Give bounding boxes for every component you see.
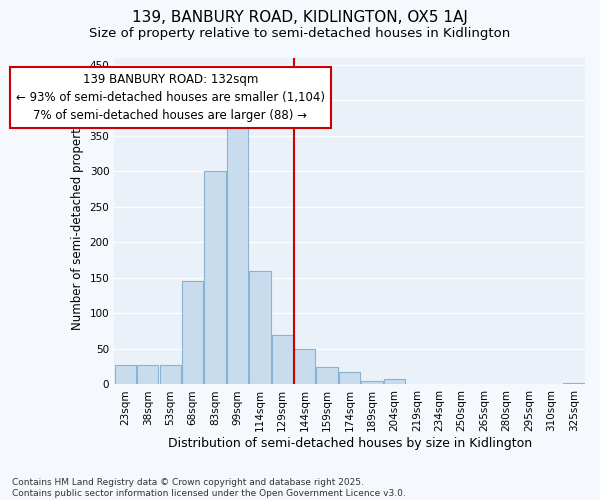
Bar bbox=[563, 383, 584, 384]
Text: Contains HM Land Registry data © Crown copyright and database right 2025.
Contai: Contains HM Land Registry data © Crown c… bbox=[12, 478, 406, 498]
Bar bbox=[182, 282, 203, 385]
Bar bbox=[316, 366, 338, 384]
Bar bbox=[249, 270, 271, 384]
X-axis label: Distribution of semi-detached houses by size in Kidlington: Distribution of semi-detached houses by … bbox=[167, 437, 532, 450]
Bar bbox=[361, 381, 383, 384]
Bar bbox=[227, 122, 248, 384]
Bar bbox=[272, 334, 293, 384]
Bar bbox=[205, 171, 226, 384]
Bar bbox=[294, 349, 316, 384]
Text: Size of property relative to semi-detached houses in Kidlington: Size of property relative to semi-detach… bbox=[89, 28, 511, 40]
Bar bbox=[137, 364, 158, 384]
Bar bbox=[115, 364, 136, 384]
Y-axis label: Number of semi-detached properties: Number of semi-detached properties bbox=[71, 112, 84, 330]
Bar bbox=[384, 380, 405, 384]
Text: 139 BANBURY ROAD: 132sqm
← 93% of semi-detached houses are smaller (1,104)
7% of: 139 BANBURY ROAD: 132sqm ← 93% of semi-d… bbox=[16, 73, 325, 122]
Bar bbox=[160, 364, 181, 384]
Bar bbox=[339, 372, 360, 384]
Text: 139, BANBURY ROAD, KIDLINGTON, OX5 1AJ: 139, BANBURY ROAD, KIDLINGTON, OX5 1AJ bbox=[132, 10, 468, 25]
